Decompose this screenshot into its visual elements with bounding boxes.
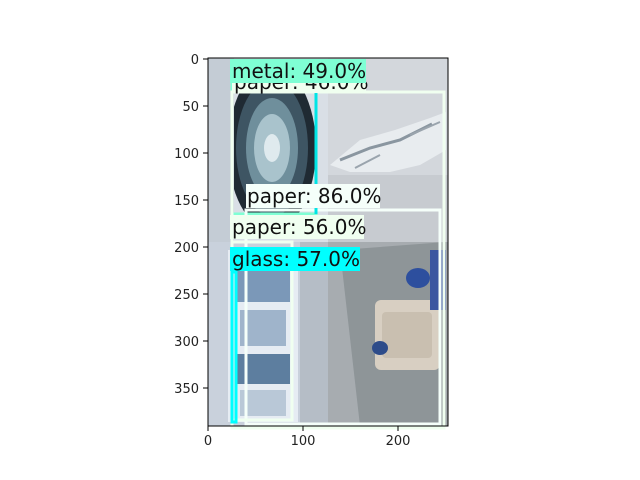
y-axis	[203, 58, 208, 389]
label-glass: glass: 57.0%	[232, 247, 360, 271]
x-tick-100: 100	[291, 434, 316, 449]
x-tick-0: 0	[204, 434, 212, 449]
photo-mosaic	[208, 58, 448, 426]
label-bg-metal	[230, 59, 366, 83]
label-paper-86: paper: 86.0%	[247, 184, 381, 208]
y-tick-100: 100	[174, 147, 199, 162]
detection-labels: paper: 46.0% metal: 49.0% paper: 86.0% p…	[230, 59, 381, 271]
axes-frame	[207, 57, 449, 427]
y-tick-0: 0	[191, 53, 199, 68]
x-axis	[207, 426, 399, 431]
y-tick-150: 150	[174, 194, 199, 209]
label-metal: metal: 49.0%	[232, 59, 366, 83]
x-tick-200: 200	[386, 434, 411, 449]
y-tick-350: 350	[174, 382, 199, 397]
label-bg-paper-86	[246, 184, 380, 208]
label-bg-glass	[230, 247, 360, 271]
y-tick-50: 50	[182, 100, 199, 115]
label-bg-paper-56	[230, 215, 364, 239]
label-paper-56: paper: 56.0%	[232, 215, 366, 239]
magazine-image	[228, 242, 328, 426]
y-tick-300: 300	[174, 335, 199, 350]
y-tick-200: 200	[174, 241, 199, 256]
box-paper-86	[244, 208, 442, 426]
box-glass	[230, 270, 238, 424]
sofa-catalog-image	[340, 242, 446, 426]
y-tick-250: 250	[174, 288, 199, 303]
